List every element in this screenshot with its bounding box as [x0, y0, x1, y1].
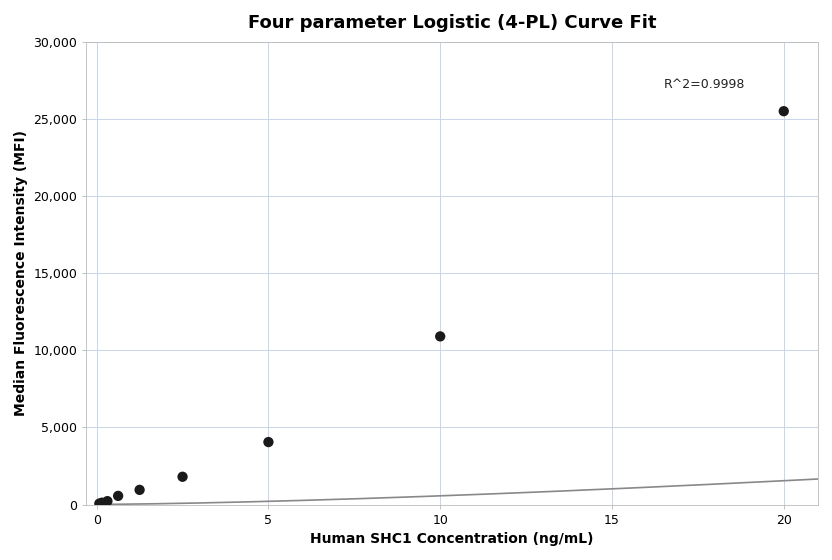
Point [96, 498, 109, 507]
Title: Four parameter Logistic (4-PL) Curve Fit: Four parameter Logistic (4-PL) Curve Fit [248, 14, 656, 32]
Point [111, 492, 125, 501]
Point [92, 499, 106, 508]
Point [176, 472, 189, 481]
X-axis label: Human SHC1 Concentration (ng/mL): Human SHC1 Concentration (ng/mL) [310, 532, 594, 546]
Point [133, 486, 146, 494]
Y-axis label: Median Fluorescence Intensity (MFI): Median Fluorescence Intensity (MFI) [14, 130, 28, 416]
Point [777, 107, 790, 116]
Point [101, 497, 114, 506]
Point [262, 437, 275, 446]
Text: R^2=0.9998: R^2=0.9998 [663, 78, 745, 91]
Point [433, 332, 447, 341]
